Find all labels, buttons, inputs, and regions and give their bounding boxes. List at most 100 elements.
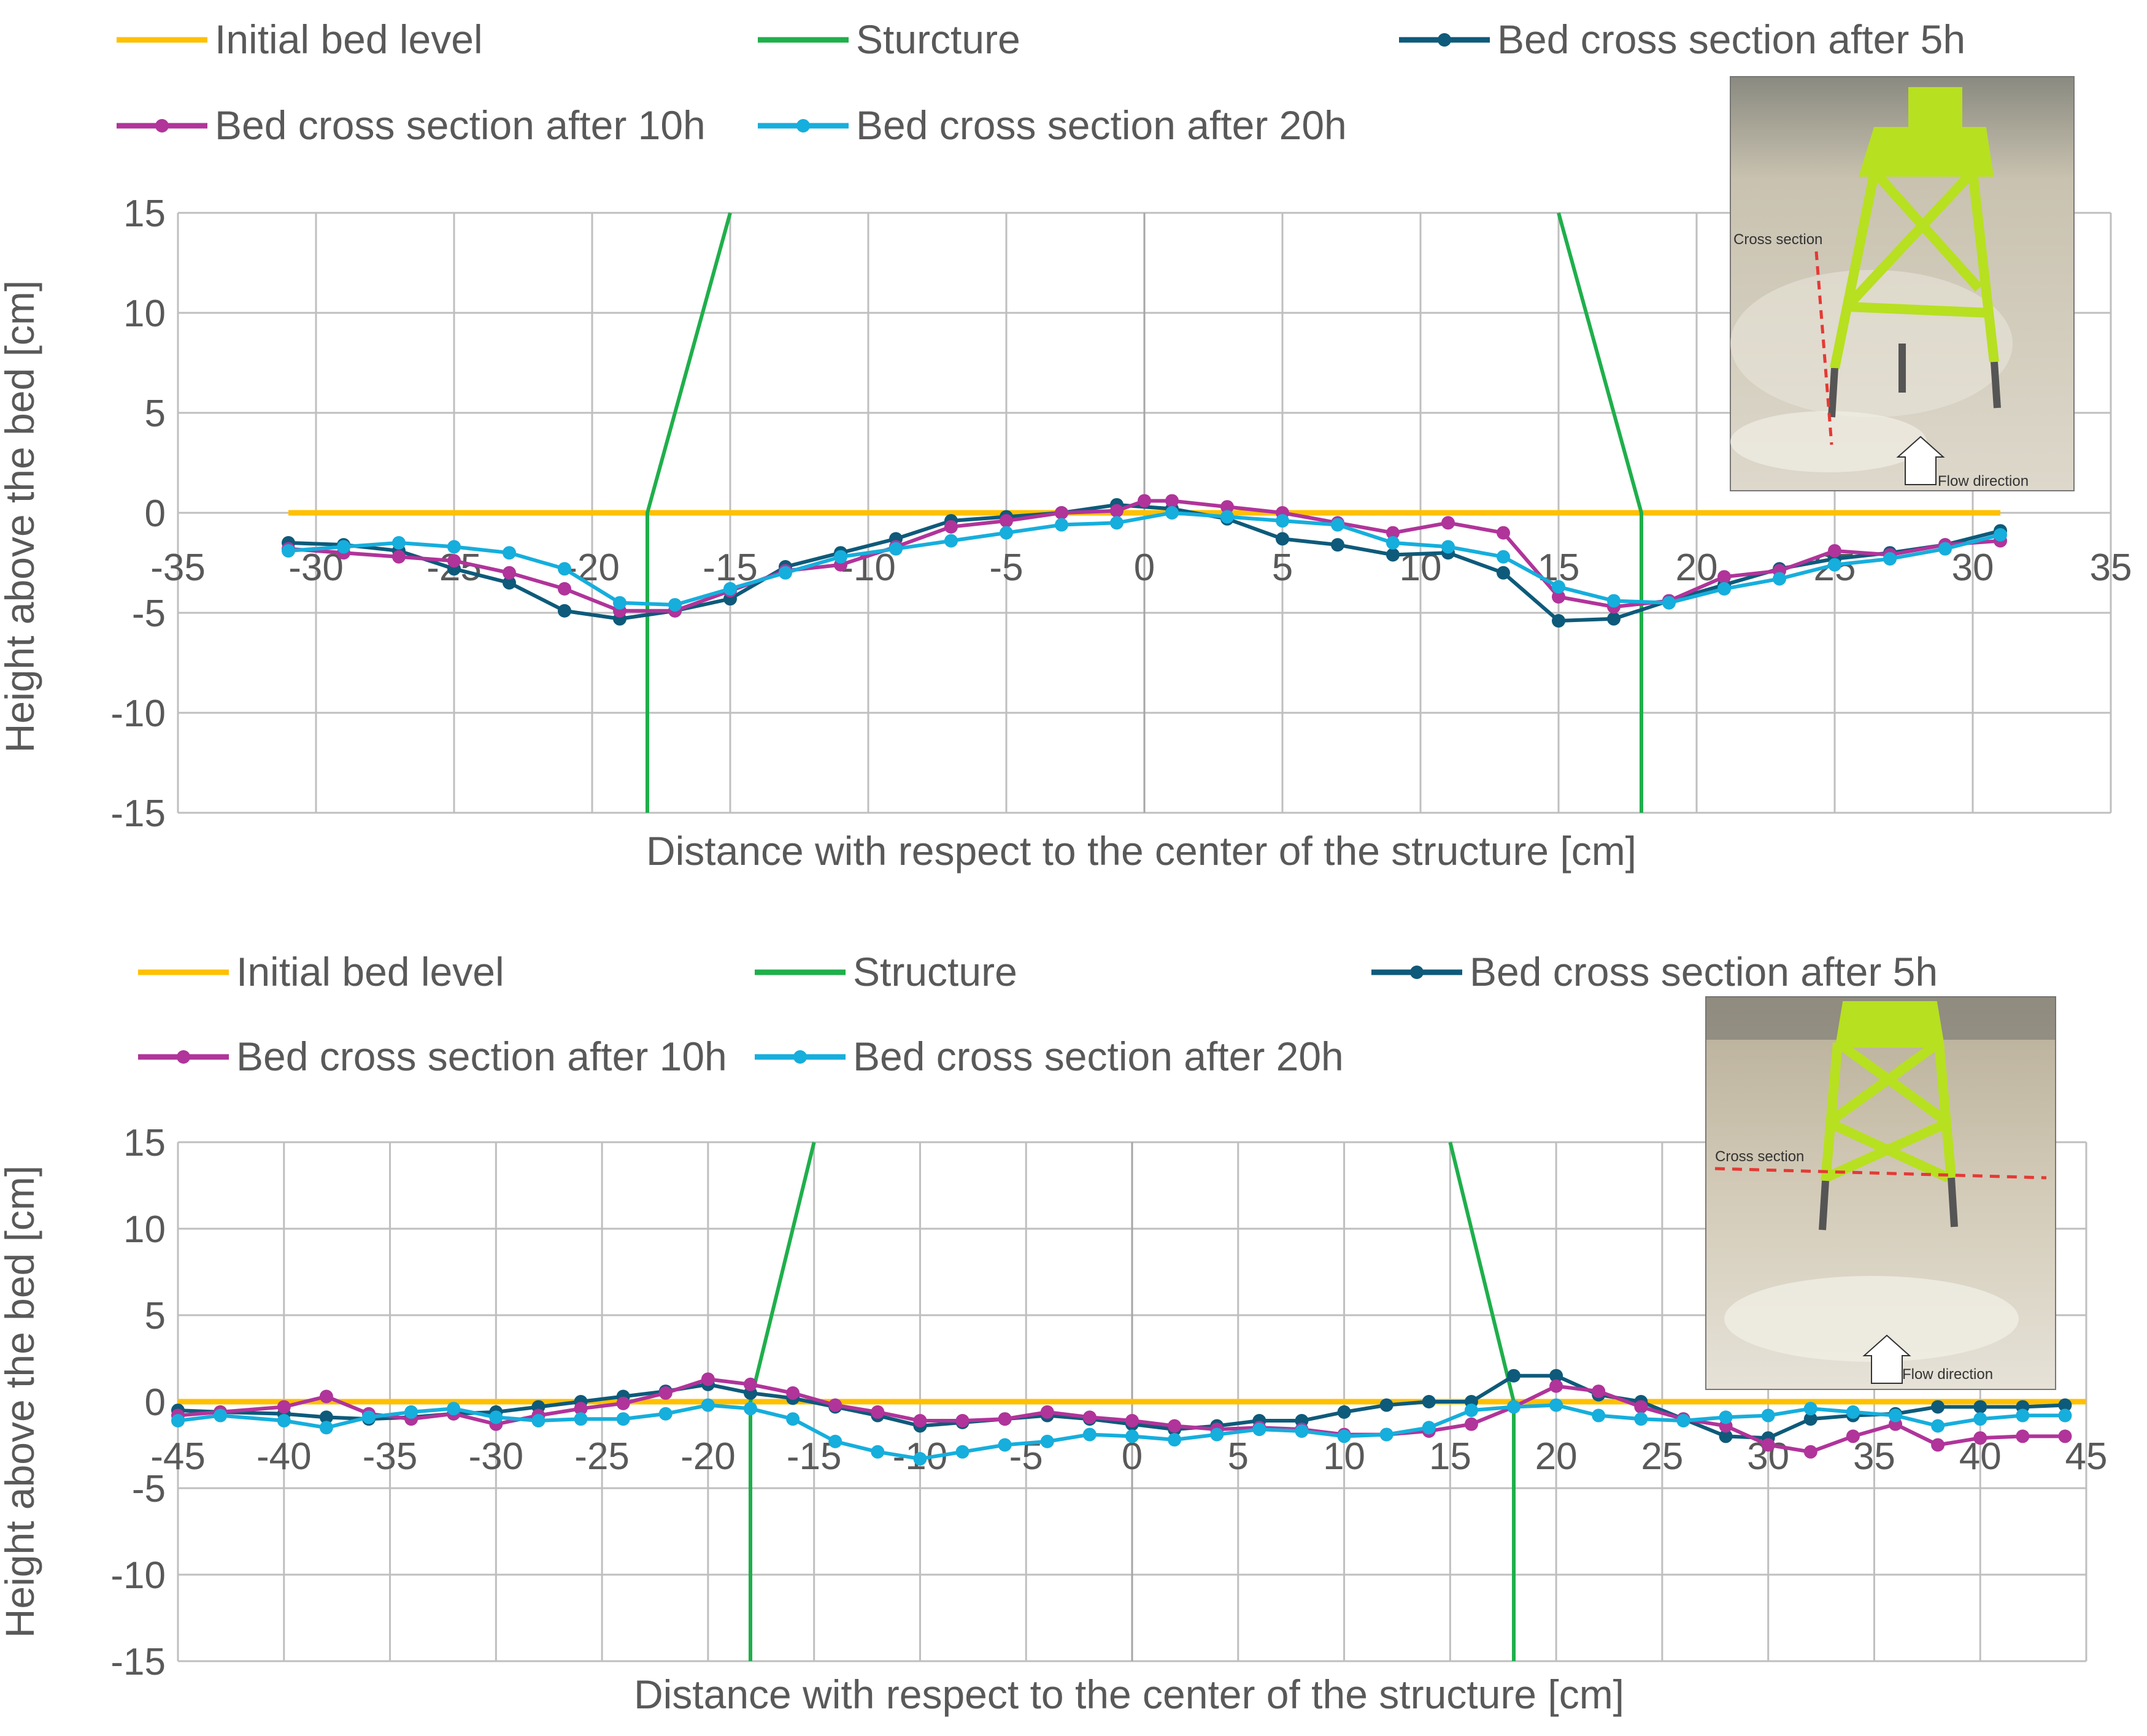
data-point-h10	[1441, 516, 1455, 530]
data-point-h20	[282, 543, 295, 558]
data-point-h20	[1761, 1408, 1775, 1423]
data-point-h20	[1295, 1424, 1309, 1438]
data-point-h20	[1379, 1427, 1393, 1442]
data-point-h10	[1040, 1405, 1054, 1419]
data-point-h20	[392, 536, 406, 550]
data-point-h20	[616, 1412, 630, 1426]
photo-cross-section-line	[1814, 251, 1833, 445]
data-point-h10	[658, 1386, 673, 1400]
data-point-h20	[447, 540, 461, 554]
y-tick-label: -15	[110, 793, 166, 835]
data-point-h10	[1000, 514, 1013, 528]
y-tick-label: 15	[123, 193, 166, 235]
data-point-h5	[1276, 532, 1289, 546]
x-tick-label: -45	[150, 1435, 206, 1478]
y-tick-label: 0	[145, 1381, 166, 1424]
data-point-h20	[1717, 582, 1731, 596]
series-line-h20	[288, 511, 2001, 607]
data-point-h10	[1803, 1445, 1817, 1459]
data-point-h20	[362, 1410, 376, 1424]
data-point-h10	[1165, 494, 1179, 508]
data-point-h20	[1110, 516, 1124, 530]
data-point-h5	[1719, 1429, 1733, 1443]
data-point-h20	[1000, 526, 1013, 540]
series-line-structure	[646, 212, 732, 813]
x-tick-labels-bottom: -45-40-35-30-25-20-15-10-505101520253035…	[150, 1435, 2107, 1478]
data-point-h10	[1552, 590, 1565, 604]
data-point-h10	[1717, 570, 1731, 584]
x-tick-label: -25	[574, 1435, 630, 1478]
series-top	[282, 212, 2007, 813]
data-point-h20	[955, 1445, 969, 1459]
photo-flow-arrow-icon	[1896, 436, 1945, 485]
data-point-h10	[1931, 1438, 1945, 1452]
photo-jacket-structure	[1830, 87, 1999, 369]
data-point-h20	[2016, 1408, 2030, 1423]
data-point-h10	[616, 1396, 630, 1410]
x-tick-label: 15	[1429, 1435, 1471, 1478]
y-tick-label: -10	[110, 693, 166, 735]
legend-marker-h5	[1410, 966, 1424, 979]
data-point-h20	[1994, 528, 2007, 542]
data-point-h10	[1138, 494, 1151, 508]
data-point-h10	[1973, 1431, 1987, 1445]
legend-label-structure: Sturcture	[856, 17, 1020, 62]
data-point-h10	[1125, 1414, 1139, 1428]
data-point-h20	[834, 550, 847, 564]
y-tick-labels-top: -15 -10 -5 0 5 10 15	[110, 193, 166, 835]
legend-label-h20: Bed cross section after 20h	[853, 1034, 1344, 1079]
data-point-h20	[1889, 1408, 1902, 1423]
x-tick-label: 5	[1228, 1435, 1249, 1478]
gridlines-top	[177, 212, 2112, 814]
data-point-h5	[1497, 566, 1510, 580]
y-tick-label: -10	[110, 1554, 166, 1597]
data-point-h5	[2058, 1398, 2072, 1412]
data-point-h10	[871, 1405, 885, 1419]
legend-marker-h10	[177, 1050, 190, 1064]
y-tick-label: -5	[132, 1468, 166, 1510]
x-tick-label: 20	[1535, 1435, 1578, 1478]
data-point-h10	[701, 1372, 715, 1386]
inset-photo-top: Cross section Flow direction	[1730, 76, 2075, 491]
data-point-h20	[1931, 1419, 1945, 1433]
x-tick-label: -20	[565, 547, 620, 589]
data-point-h20	[779, 566, 792, 580]
data-point-h20	[1055, 518, 1068, 532]
data-point-h20	[1803, 1402, 1817, 1416]
data-point-h5	[558, 604, 571, 618]
data-point-h20	[1276, 514, 1289, 528]
data-point-h10	[998, 1412, 1012, 1426]
data-point-h20	[1676, 1414, 1690, 1428]
data-point-h20	[998, 1438, 1012, 1452]
y-tick-label: 5	[145, 1295, 166, 1337]
photo-jacket-structure	[1821, 1001, 1956, 1183]
x-tick-label: -40	[256, 1435, 312, 1478]
y-axis-title-top: Height above the bed [cm]	[0, 280, 42, 753]
data-point-h20	[913, 1452, 927, 1466]
data-point-h20	[786, 1412, 800, 1426]
legend-label-h5: Bed cross section after 5h	[1497, 17, 1965, 62]
legend-label-initial: Initial bed level	[215, 17, 483, 62]
data-point-h20	[871, 1445, 885, 1459]
data-point-h5	[1931, 1400, 1945, 1414]
photo-piles	[1819, 1177, 1958, 1231]
data-point-h10	[1082, 1410, 1097, 1424]
photo-ripple	[1730, 411, 1927, 472]
x-tick-label: 25	[1641, 1435, 1683, 1478]
data-point-h20	[1828, 558, 1841, 572]
data-point-h10	[1168, 1419, 1182, 1433]
data-point-h10	[1464, 1417, 1478, 1431]
data-point-h20	[1552, 580, 1565, 594]
data-point-h20	[828, 1434, 842, 1448]
data-point-h20	[447, 1402, 461, 1416]
data-point-h20	[658, 1407, 673, 1421]
data-point-h10	[558, 582, 571, 596]
inset-photo-bottom: Cross section Flow direction	[1705, 996, 2056, 1390]
data-point-h20	[1125, 1429, 1139, 1443]
data-point-h10	[1497, 526, 1510, 540]
data-point-h20	[1168, 1433, 1182, 1447]
y-tick-label: 10	[123, 293, 166, 335]
data-point-h20	[1662, 596, 1676, 610]
